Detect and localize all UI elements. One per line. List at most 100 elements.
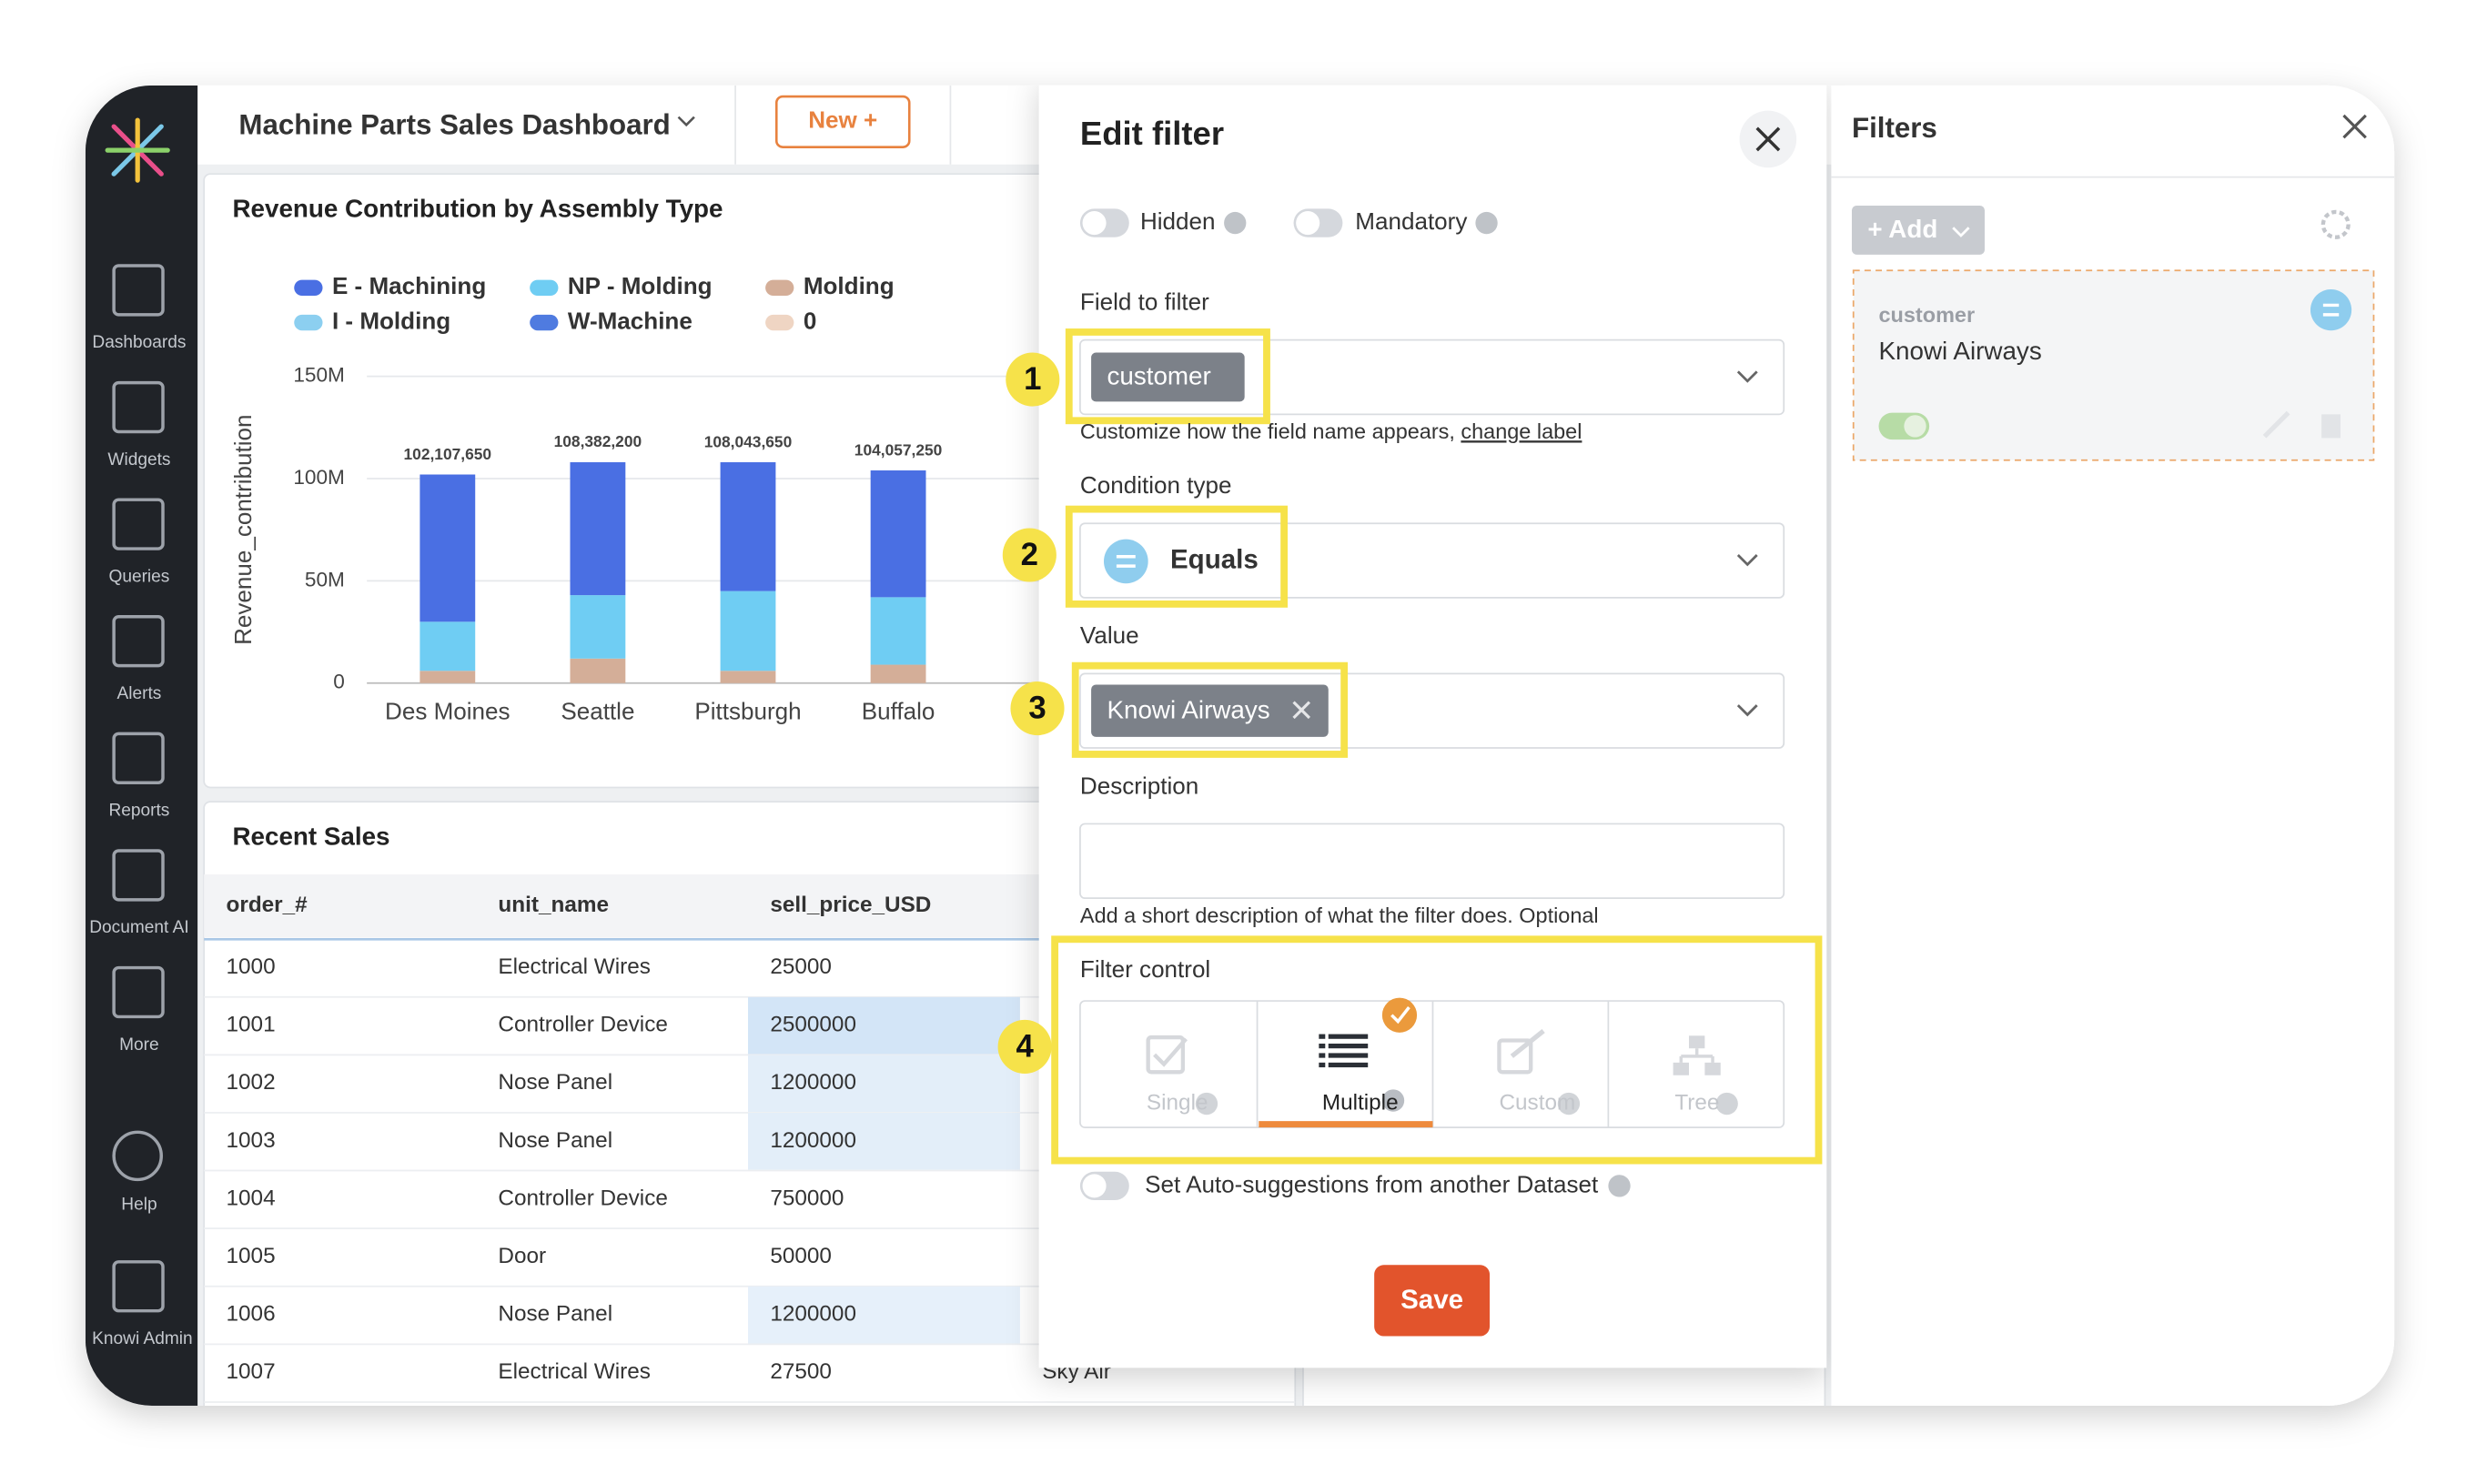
toggle[interactable] xyxy=(1293,208,1343,237)
table-cell: Electrical Wires xyxy=(498,1359,651,1384)
bar-segment xyxy=(720,671,776,683)
legend-label: W-Machine xyxy=(568,307,693,334)
nav-label: Document AI xyxy=(89,918,188,937)
step-number: 4 xyxy=(1016,1029,1034,1064)
bar-segment xyxy=(570,595,626,659)
equals-icon xyxy=(2310,289,2352,331)
x-tick-label: Pittsburgh xyxy=(694,698,801,725)
toggle[interactable] xyxy=(1079,1171,1129,1201)
field-label: Condition type xyxy=(1080,471,1232,499)
bar-segment xyxy=(420,621,476,671)
field-help: Customize how the field name appears, ch… xyxy=(1080,419,1582,443)
equals-glyph xyxy=(2322,303,2340,317)
new-button[interactable] xyxy=(774,95,911,148)
condition-text: Equals xyxy=(1170,545,1259,575)
table-cell: Nose Panel xyxy=(498,1302,612,1327)
info-icon xyxy=(1608,1175,1631,1197)
table-cell: 1005 xyxy=(227,1244,276,1268)
save-label: Save xyxy=(1400,1285,1463,1315)
close-icon[interactable] xyxy=(2342,114,2367,139)
table-cell: Nose Panel xyxy=(498,1128,612,1153)
info-icon xyxy=(1224,211,1247,235)
table-cell: 1200000 xyxy=(770,1070,856,1095)
nav-label: Reports xyxy=(108,802,169,821)
table-cell: 25000 xyxy=(770,954,832,979)
check-glyph xyxy=(1390,1005,1410,1025)
edit-filter-dialog: Customize how the field name appears, ch… xyxy=(997,85,1827,1368)
x-tick-label: Seattle xyxy=(561,698,634,725)
cell-highlight xyxy=(747,1286,1020,1344)
table-cell: 1200000 xyxy=(770,1128,856,1153)
chevron xyxy=(677,116,695,127)
field-chip-text: customer xyxy=(1107,362,1210,390)
nav-icon xyxy=(112,965,165,1019)
legend-swatch xyxy=(765,279,794,297)
toggle[interactable] xyxy=(1878,412,1930,440)
change-label-link[interactable]: change label xyxy=(1461,419,1582,443)
nav-label: More xyxy=(119,1035,159,1055)
chart-title: Revenue Contribution by Assembly Type xyxy=(232,195,723,223)
help-text: Customize how the field name appears, xyxy=(1080,419,1461,443)
table-cell: 1004 xyxy=(227,1186,276,1210)
column-header: order_# xyxy=(227,893,308,917)
legend-swatch xyxy=(765,314,794,331)
legend-swatch xyxy=(530,314,559,331)
toggle[interactable] xyxy=(1079,208,1129,237)
selected-indicator xyxy=(1259,1121,1433,1128)
y-tick-label: 150M xyxy=(293,364,344,387)
field-label: Description xyxy=(1080,772,1198,799)
bar-segment xyxy=(870,664,926,683)
nav-icon xyxy=(112,615,165,668)
column-header: unit_name xyxy=(498,893,609,917)
settings-icon[interactable] xyxy=(2320,209,2351,239)
description-input[interactable] xyxy=(1079,823,1785,899)
highlight-boxes xyxy=(1051,328,1823,1165)
chevron xyxy=(1952,227,1970,237)
nav-icon xyxy=(112,849,165,902)
step-number: 1 xyxy=(1024,362,1041,397)
save-button[interactable] xyxy=(1374,1265,1491,1337)
nav-label: Alerts xyxy=(116,684,161,703)
x-tick-label: Buffalo xyxy=(862,698,935,725)
selected-check xyxy=(1381,997,1418,1033)
table-cell: 27500 xyxy=(770,1359,832,1384)
nav-icon xyxy=(112,380,165,434)
sidebar xyxy=(85,85,198,1406)
field-label: Field to filter xyxy=(1080,288,1209,316)
total-label: 108,382,200 xyxy=(554,432,642,450)
bar-segment xyxy=(570,462,626,596)
legend-label: NP - Molding xyxy=(568,272,713,299)
edit-icon[interactable] xyxy=(2262,410,2290,439)
logo xyxy=(105,117,170,183)
filter-card[interactable] xyxy=(1852,269,2375,461)
delete-icon[interactable] xyxy=(2321,414,2341,439)
toggle-label: Hidden xyxy=(1140,207,1216,235)
column-header: sell_price_USD xyxy=(770,893,931,917)
nav-label: Queries xyxy=(108,567,169,586)
condition-select[interactable] xyxy=(1079,522,1785,599)
chevrons xyxy=(1736,370,1758,717)
nav-icon xyxy=(112,264,165,317)
value-chip xyxy=(1091,684,1329,737)
table: Recent Sales order_# unit_name sell_price_U… xyxy=(204,822,1296,1403)
table-cell: 1007 xyxy=(227,1359,276,1384)
cell-highlight xyxy=(747,1055,1020,1113)
table-cell: 1200000 xyxy=(770,1302,856,1327)
info-icon xyxy=(1475,211,1498,235)
help-icon xyxy=(112,1130,163,1182)
dashboard-title: Machine Parts Sales Dashboard xyxy=(238,108,670,140)
table-cell: 1006 xyxy=(227,1302,276,1327)
chart: Revenue Contribution by Assembly Type Rev… xyxy=(229,195,1092,725)
field-select[interactable] xyxy=(1079,338,1785,416)
y-axis-label: Revenue_contribution xyxy=(229,414,257,644)
step-number: 3 xyxy=(1028,691,1046,725)
cell-highlight xyxy=(747,1113,1020,1170)
step-number: 2 xyxy=(1021,538,1038,572)
add-button[interactable] xyxy=(1851,205,1985,255)
nav-label: Help xyxy=(121,1195,157,1214)
bar-segment xyxy=(720,462,776,591)
bar-segment xyxy=(420,474,476,622)
chip-remove[interactable] xyxy=(1292,701,1311,720)
field-label: Filter control xyxy=(1080,955,1210,983)
